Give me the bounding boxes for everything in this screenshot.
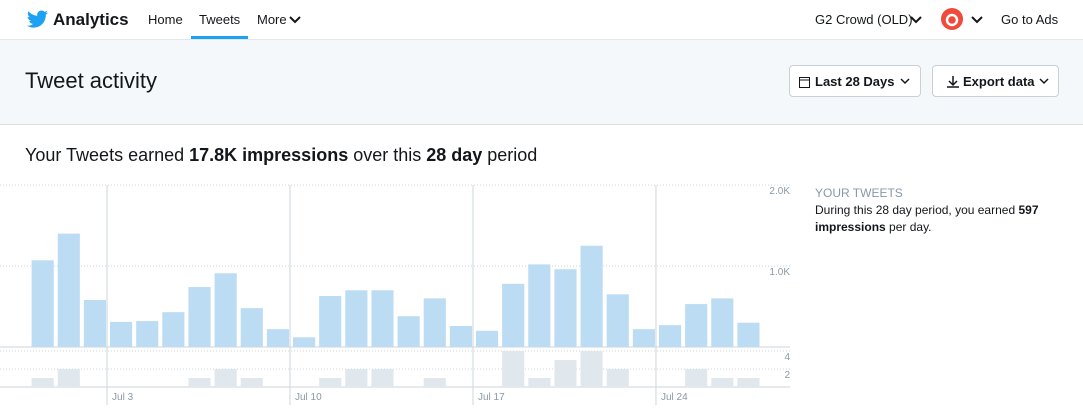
bar <box>580 351 603 387</box>
bar <box>423 378 446 387</box>
account-menu[interactable]: G2 Crowd (OLD) <box>815 12 913 27</box>
x-tick-label: Jul 17 <box>478 392 505 403</box>
bar <box>57 233 80 347</box>
bar <box>371 290 394 347</box>
active-tab-underline <box>191 36 248 39</box>
x-tick-label: Jul 10 <box>295 392 322 403</box>
chevron <box>289 16 301 24</box>
y-tick-label: 4 <box>784 352 790 363</box>
summary-text: over this <box>348 145 427 165</box>
bar <box>136 321 159 347</box>
bar <box>685 369 708 387</box>
twitter-logo <box>27 10 48 28</box>
bar <box>554 269 577 347</box>
bar <box>449 325 472 347</box>
side-panel: YOUR TWEETS During this 28 day period, y… <box>815 185 1065 236</box>
bar <box>737 378 760 387</box>
bar <box>293 337 316 347</box>
chevron <box>1039 78 1049 85</box>
bar <box>528 264 551 347</box>
bar <box>711 298 734 347</box>
summary-text: Your Tweets earned <box>25 145 190 165</box>
bar <box>83 300 107 347</box>
bar <box>658 325 682 347</box>
page-title: Tweet activity <box>25 68 158 93</box>
chevron <box>971 16 983 24</box>
bar <box>31 378 54 387</box>
summary-text: period <box>482 145 538 165</box>
nav-link[interactable]: Home <box>148 12 183 27</box>
button-label: Export data <box>963 74 1035 89</box>
y-tick-label: 2 <box>784 370 790 381</box>
export-button[interactable]: Export data <box>932 65 1059 97</box>
panel-bold: impressions <box>815 203 1042 234</box>
summary: Your Tweets earned 17.8K impressions ove… <box>25 145 537 166</box>
calendar-icon <box>799 77 810 88</box>
bar <box>502 351 525 387</box>
panel-text-part: per day. <box>885 220 932 234</box>
bar <box>214 273 237 347</box>
bar <box>110 321 133 347</box>
panel-bold: 597 <box>1018 203 1039 217</box>
panel-text-part: During this 28 day period, you earned <box>815 203 1019 217</box>
bar <box>31 260 54 347</box>
bar <box>266 329 289 347</box>
bar <box>319 295 342 347</box>
x-tick-label: Jul 3 <box>112 392 134 403</box>
bar <box>188 378 211 387</box>
avatar[interactable] <box>940 7 964 31</box>
bar <box>737 322 760 347</box>
download-icon <box>947 76 959 88</box>
bar <box>57 369 80 387</box>
nav-link[interactable]: More <box>257 12 287 27</box>
bar <box>345 369 368 387</box>
chevron <box>900 78 910 85</box>
date-range-button[interactable]: Last 28 Days <box>789 65 921 97</box>
nav-link[interactable]: Tweets <box>199 12 241 27</box>
bar <box>214 369 237 387</box>
y-tick-label: 1.0K <box>769 267 790 278</box>
bar <box>528 378 551 387</box>
bar <box>397 316 420 347</box>
bar <box>580 245 603 347</box>
bar <box>240 378 263 387</box>
button-label: Last 28 Days <box>815 74 895 89</box>
chevron <box>910 16 922 24</box>
panel-text: During this 28 day period, you earned 59… <box>815 202 1065 236</box>
bar <box>188 287 211 347</box>
bar <box>711 378 734 387</box>
bar <box>423 298 446 347</box>
bar <box>162 312 185 347</box>
bar <box>606 369 629 387</box>
bar <box>240 308 263 347</box>
bar <box>502 283 525 347</box>
bar <box>685 304 708 347</box>
header: Tweet activity Last 28 Days Export data <box>0 40 1083 125</box>
bar <box>319 378 342 387</box>
bar <box>475 330 499 347</box>
panel-title: YOUR TWEETS <box>815 186 903 200</box>
bar <box>345 290 368 347</box>
ads-link[interactable]: Go to Ads <box>1001 12 1059 27</box>
y-tick-label: 2.0K <box>769 186 790 197</box>
bar <box>632 329 655 347</box>
brand[interactable]: Analytics <box>53 10 129 29</box>
x-tick-label: Jul 24 <box>661 392 688 403</box>
summary-bold: 17.8K impressions <box>189 145 349 165</box>
nav-bar: Analytics Home Tweets More G2 Crowd (OLD… <box>0 0 1083 40</box>
bar <box>554 360 577 387</box>
summary-bold: 28 day <box>426 145 483 165</box>
bar <box>606 294 629 347</box>
bar <box>371 369 394 387</box>
